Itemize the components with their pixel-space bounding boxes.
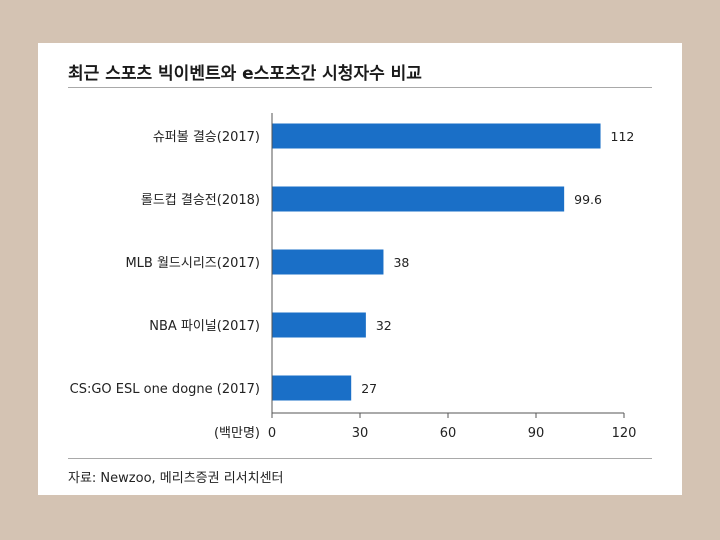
- value-label: 38: [393, 255, 409, 270]
- value-label: 99.6: [574, 192, 602, 207]
- bar: [272, 249, 384, 275]
- x-axis-unit-label: (백만명): [214, 426, 260, 441]
- x-tick-label: 30: [352, 426, 369, 441]
- bar: [272, 186, 565, 212]
- bar: [272, 312, 366, 338]
- source-note: 자료: Newzoo, 메리츠증권 리서치센터: [68, 471, 284, 486]
- category-label: 슈퍼볼 결승(2017): [153, 130, 260, 145]
- value-labels: 112 99.6 38 32 27: [361, 129, 634, 396]
- x-axis: 0 30 60 90 120 (백만명): [214, 113, 636, 441]
- category-label: NBA 파이널(2017): [149, 319, 260, 334]
- source-divider: [68, 458, 652, 459]
- chart-title: 최근 스포츠 빅이벤트와 e스포츠간 시청자수 비교: [68, 64, 422, 84]
- title-divider: [68, 87, 652, 88]
- category-label: 롤드컵 결승전(2018): [141, 193, 260, 208]
- x-tick-label: 120: [612, 426, 637, 441]
- value-label: 32: [376, 318, 392, 333]
- category-label: CS:GO ESL one dogne (2017): [70, 382, 260, 397]
- bar: [272, 123, 601, 149]
- x-tick-label: 0: [268, 426, 276, 441]
- bars-layer: [272, 123, 601, 401]
- value-label: 27: [361, 381, 377, 396]
- bar: [272, 375, 352, 401]
- category-labels: 슈퍼볼 결승(2017) 롤드컵 결승전(2018) MLB 월드시리즈(2017)…: [70, 130, 260, 397]
- value-label: 112: [611, 129, 635, 144]
- x-tick-label: 90: [528, 426, 545, 441]
- x-tick-label: 60: [440, 426, 457, 441]
- category-label: MLB 월드시리즈(2017): [125, 256, 260, 271]
- chart-card: 최근 스포츠 빅이벤트와 e스포츠간 시청자수 비교 슈퍼볼 결승(2017) 롤…: [38, 43, 682, 495]
- bar-chart: 슈퍼볼 결승(2017) 롤드컵 결승전(2018) MLB 월드시리즈(2017)…: [70, 113, 636, 441]
